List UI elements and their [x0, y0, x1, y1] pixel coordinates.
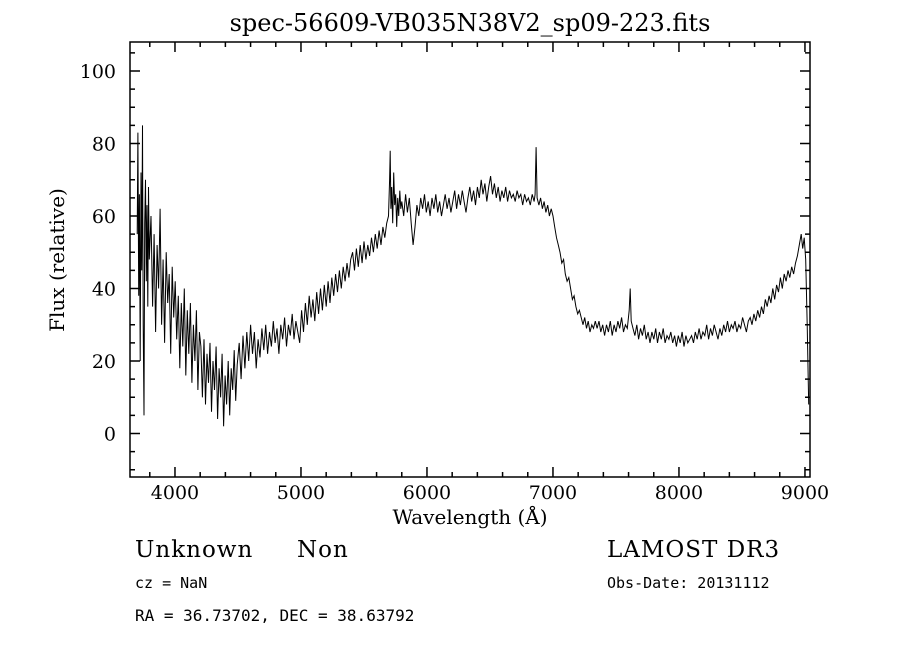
- x-tick-label: 5000: [277, 482, 325, 504]
- x-tick-label: 4000: [151, 482, 199, 504]
- y-tick-label: 100: [80, 61, 116, 83]
- y-tick-label: 0: [104, 424, 116, 446]
- x-axis-label: Wavelength (Å): [392, 504, 547, 529]
- ra-dec-value: RA = 36.73702, DEC = 38.63792: [135, 606, 414, 625]
- plot-axes: 4000 5000 6000 7000 8000 9000 0 20 40 60 80 100: [80, 41, 829, 504]
- class-label: Unknown: [135, 537, 253, 563]
- survey-label: LAMOST DR3: [607, 537, 780, 563]
- y-axis-label: Flux (relative): [45, 188, 69, 332]
- cz-value: cz = NaN: [135, 574, 207, 592]
- plot-title: spec-56609-VB035N38V2_sp09-223.fits: [230, 9, 711, 37]
- plot-frame: [129, 41, 811, 478]
- obs-date: Obs-Date: 20131112: [607, 574, 770, 592]
- subclass-label: Non: [297, 537, 349, 563]
- x-tick-label: 6000: [403, 482, 451, 504]
- y-tick-label: 20: [92, 351, 116, 373]
- x-tick-label: 7000: [529, 482, 577, 504]
- y-tick-label: 80: [92, 134, 116, 156]
- x-tick-label: 8000: [655, 482, 703, 504]
- y-tick-label: 40: [92, 279, 116, 301]
- spectrum-line: [136, 125, 810, 427]
- y-tick-label: 60: [92, 206, 116, 228]
- x-tick-label: 9000: [781, 482, 829, 504]
